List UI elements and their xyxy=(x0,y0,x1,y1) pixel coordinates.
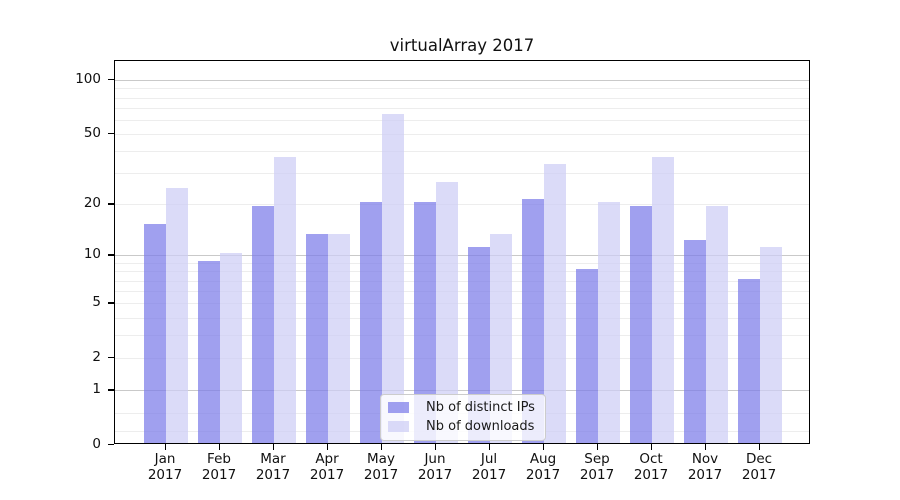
x-tick xyxy=(489,444,491,450)
bar-nb-of-downloads-apr xyxy=(328,234,350,443)
bar-nb-of-distinct-ips-mar xyxy=(252,206,274,443)
bar-nb-of-distinct-ips-may xyxy=(360,202,382,443)
x-tick-label: Feb 2017 xyxy=(201,451,237,483)
x-tick xyxy=(273,444,275,450)
bar-nb-of-downloads-jun xyxy=(436,182,458,443)
minor-gridline xyxy=(115,97,809,99)
x-tick xyxy=(759,444,761,450)
y-tick-label: 1 xyxy=(92,381,101,398)
x-tick-label: Nov 2017 xyxy=(687,451,723,483)
y-tick-label: 20 xyxy=(83,195,101,212)
x-tick-label: Jan 2017 xyxy=(147,451,183,483)
y-tick xyxy=(108,79,114,81)
x-tick xyxy=(651,444,653,450)
minor-gridline xyxy=(115,119,809,121)
x-tick-label: Mar 2017 xyxy=(255,451,291,483)
x-tick-label: Sep 2017 xyxy=(579,451,615,483)
x-tick-label: Aug 2017 xyxy=(525,451,561,483)
minor-gridline xyxy=(115,358,809,360)
bar-nb-of-downloads-jul xyxy=(490,234,512,443)
x-tick xyxy=(705,444,707,450)
minor-gridline xyxy=(115,291,809,293)
x-tick xyxy=(219,444,221,450)
chart-title: virtualArray 2017 xyxy=(389,36,535,55)
bar-nb-of-downloads-oct xyxy=(652,157,674,443)
legend-entry-label: Nb of distinct IPs xyxy=(426,400,535,415)
bar-nb-of-distinct-ips-jul xyxy=(468,246,490,443)
x-axis: Jan 2017 Feb 2017 Mar 2017 Apr 2017 May 2017 Jun 20… xyxy=(114,444,810,496)
minor-gridline xyxy=(115,204,809,206)
x-tick-label: Jun 2017 xyxy=(417,451,453,483)
bar-nb-of-distinct-ips-jan xyxy=(144,223,166,443)
y-tick-label: 0 xyxy=(92,436,101,452)
minor-gridline xyxy=(115,335,809,337)
bar-nb-of-downloads-feb xyxy=(220,253,242,443)
y-tick xyxy=(108,133,114,135)
y-tick xyxy=(108,203,114,205)
y-tick xyxy=(108,357,114,359)
y-tick-label: 100 xyxy=(75,71,101,87)
x-tick xyxy=(435,444,437,450)
x-tick xyxy=(543,444,545,450)
legend-entry: Nb of downloads xyxy=(388,417,538,436)
minor-gridline xyxy=(115,151,809,153)
bar-nb-of-distinct-ips-jun xyxy=(414,202,436,443)
bar-nb-of-distinct-ips-oct xyxy=(630,206,652,443)
bar-nb-of-downloads-mar xyxy=(274,157,296,443)
y-tick xyxy=(108,389,114,391)
x-tick-label: May 2017 xyxy=(363,451,399,483)
y-tick-label: 50 xyxy=(83,125,101,142)
y-tick-label: 2 xyxy=(92,349,101,366)
bar-nb-of-downloads-nov xyxy=(706,206,728,443)
major-gridline xyxy=(115,390,809,392)
legend-entry: Nb of distinct IPs xyxy=(388,398,538,417)
minor-gridline xyxy=(115,88,809,90)
bar-nb-of-distinct-ips-apr xyxy=(306,234,328,443)
x-tick xyxy=(327,444,329,450)
minor-gridline xyxy=(115,107,809,109)
legend-swatch xyxy=(388,421,409,432)
x-tick-label: Oct 2017 xyxy=(633,451,669,483)
minor-gridline xyxy=(115,262,809,264)
legend-swatch xyxy=(388,402,409,413)
minor-gridline xyxy=(115,317,809,319)
minor-gridline xyxy=(115,303,809,305)
bar-nb-of-distinct-ips-feb xyxy=(198,260,220,443)
plot-area: Nb of distinct IPs Nb of downloads xyxy=(114,60,810,444)
bar-nb-of-downloads-sep xyxy=(598,202,620,443)
minor-gridline xyxy=(115,271,809,273)
legend: Nb of distinct IPs Nb of downloads xyxy=(380,394,546,441)
y-tick-label: 5 xyxy=(92,294,101,311)
bar-nb-of-distinct-ips-sep xyxy=(576,269,598,443)
y-tick xyxy=(108,254,114,256)
bar-nb-of-downloads-jan xyxy=(166,188,188,443)
bar-nb-of-downloads-aug xyxy=(544,164,566,443)
x-tick xyxy=(597,444,599,450)
y-tick xyxy=(108,302,114,304)
bar-nb-of-distinct-ips-aug xyxy=(522,198,544,443)
x-tick-label: Apr 2017 xyxy=(309,451,345,483)
bar-nb-of-distinct-ips-nov xyxy=(684,240,706,443)
x-tick xyxy=(165,444,167,450)
bar-nb-of-downloads-may xyxy=(382,114,404,443)
x-tick-label: Jul 2017 xyxy=(471,451,507,483)
y-axis: 0 1 2 5 10 20 50 100 xyxy=(0,60,114,452)
bar-nb-of-distinct-ips-dec xyxy=(738,278,760,443)
x-tick xyxy=(381,444,383,450)
major-gridline xyxy=(115,80,809,81)
major-gridline xyxy=(115,255,809,257)
minor-gridline xyxy=(115,280,809,282)
y-tick-label: 10 xyxy=(83,246,101,263)
x-tick-label: Dec 2017 xyxy=(741,451,777,483)
bar-nb-of-downloads-dec xyxy=(760,246,782,443)
minor-gridline xyxy=(115,134,809,136)
y-tick xyxy=(108,444,114,446)
legend-entry-label: Nb of downloads xyxy=(426,419,535,434)
minor-gridline xyxy=(115,173,809,175)
